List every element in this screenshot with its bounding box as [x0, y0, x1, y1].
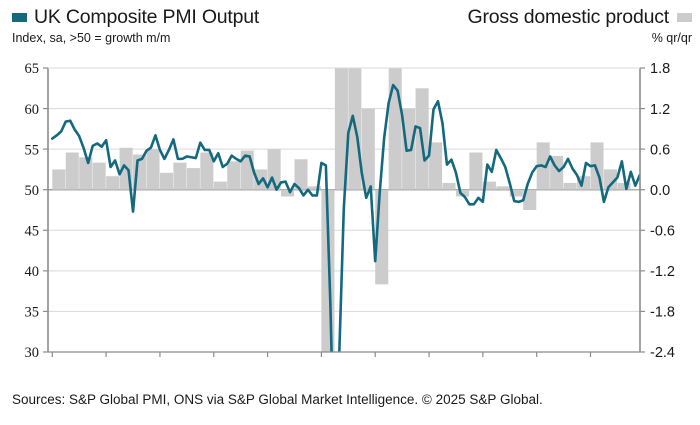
gdp-bar — [603, 169, 617, 190]
right-title-row: Gross domestic product — [467, 6, 692, 29]
gdp-bar — [92, 162, 106, 190]
sources-note: Sources: S&P Global PMI, ONS via S&P Glo… — [12, 392, 543, 407]
left-series-header: UK Composite PMI Output Index, sa, >50 =… — [12, 6, 259, 45]
ytick-label-left-30: 30 — [25, 345, 40, 358]
line-series-swatch — [12, 13, 27, 22]
gdp-bar — [173, 162, 187, 190]
gdp-bar — [281, 189, 295, 197]
gdp-bar — [213, 181, 227, 190]
gdp-bar — [200, 152, 214, 190]
left-title-row: UK Composite PMI Output — [12, 6, 259, 29]
ytick-label-right-7: 1.8 — [650, 61, 670, 77]
pmi-line-path — [51, 83, 640, 352]
gdp-bar — [442, 182, 456, 190]
gdp-bar — [429, 142, 443, 190]
ytick-label-right-5: 0.6 — [650, 142, 670, 158]
chart-svg: 30 35 40 45 50 55 60 65 -2.4 -1.8 -1.2 -0.6 0.0 0.6 1.… — [25, 61, 676, 358]
ytick-label-right-1: -1.8 — [650, 305, 675, 321]
right-series-subtitle: % qr/qr — [651, 31, 692, 45]
gdp-bar — [630, 189, 644, 191]
ytick-label-right-6: 1.2 — [650, 102, 670, 118]
gdp-bar — [334, 68, 348, 190]
bar-series-group — [52, 68, 644, 352]
gdp-bar — [617, 182, 631, 190]
gdp-bar — [469, 152, 483, 190]
chart-header: UK Composite PMI Output Index, sa, >50 =… — [0, 0, 700, 58]
left-series-subtitle: Index, sa, >50 = growth m/m — [12, 31, 171, 45]
gdp-bar — [294, 159, 308, 190]
gdp-bar — [79, 157, 93, 190]
gdp-bar — [509, 189, 523, 197]
gdp-bar — [106, 176, 120, 190]
gdp-bar — [146, 149, 160, 190]
gdp-bar — [227, 161, 241, 190]
ytick-label-left-65: 65 — [25, 61, 40, 77]
ytick-label-right-0: -2.4 — [650, 345, 675, 358]
gdp-bar — [52, 169, 66, 190]
ytick-label-left-45: 45 — [25, 223, 40, 239]
gdp-bar — [496, 186, 510, 190]
ytick-label-left-35: 35 — [25, 305, 40, 321]
ytick-label-left-60: 60 — [25, 102, 40, 118]
ytick-label-right-3: -0.6 — [650, 223, 675, 239]
gdp-bar — [563, 182, 577, 190]
chart-plot-container: 30 35 40 45 50 55 60 65 -2.4 -1.8 -1.2 -0.6 0.0 0.6 1.… — [0, 58, 700, 358]
ytick-label-left-40: 40 — [25, 264, 40, 280]
gdp-bar — [361, 108, 375, 190]
gdp-bar — [65, 152, 79, 190]
gdp-bar — [186, 168, 200, 190]
gdp-bar — [482, 181, 496, 190]
gdp-bar — [159, 172, 173, 190]
gdp-bar — [307, 186, 321, 190]
ytick-label-left-50: 50 — [25, 183, 40, 199]
ytick-label-right-4: 0.0 — [650, 183, 670, 199]
ytick-label-right-2: -1.2 — [650, 264, 675, 280]
bar-series-swatch — [677, 13, 692, 22]
right-series-header: Gross domestic product % qr/qr — [467, 6, 692, 45]
ytick-label-left-55: 55 — [25, 142, 40, 158]
right-series-title: Gross domestic product — [467, 6, 669, 28]
gdp-bar — [523, 189, 537, 210]
left-series-title: UK Composite PMI Output — [34, 6, 260, 28]
